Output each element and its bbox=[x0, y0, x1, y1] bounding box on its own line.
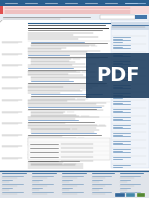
Bar bbox=[135, 15, 147, 19]
Polygon shape bbox=[0, 0, 22, 22]
Bar bbox=[100, 15, 135, 19]
Bar bbox=[111, 22, 149, 30]
Bar bbox=[0, 6, 3, 14]
Bar bbox=[137, 193, 145, 197]
Bar bbox=[0, 0, 149, 6]
Bar bbox=[0, 170, 149, 198]
Bar bbox=[0, 14, 149, 20]
Bar bbox=[115, 193, 125, 197]
Bar bbox=[126, 193, 135, 197]
Bar bbox=[0, 6, 149, 14]
Text: PDF: PDF bbox=[96, 66, 139, 85]
Bar bbox=[111, 20, 149, 168]
Polygon shape bbox=[0, 0, 22, 22]
Bar bbox=[86, 53, 149, 98]
Bar bbox=[28, 138, 110, 160]
